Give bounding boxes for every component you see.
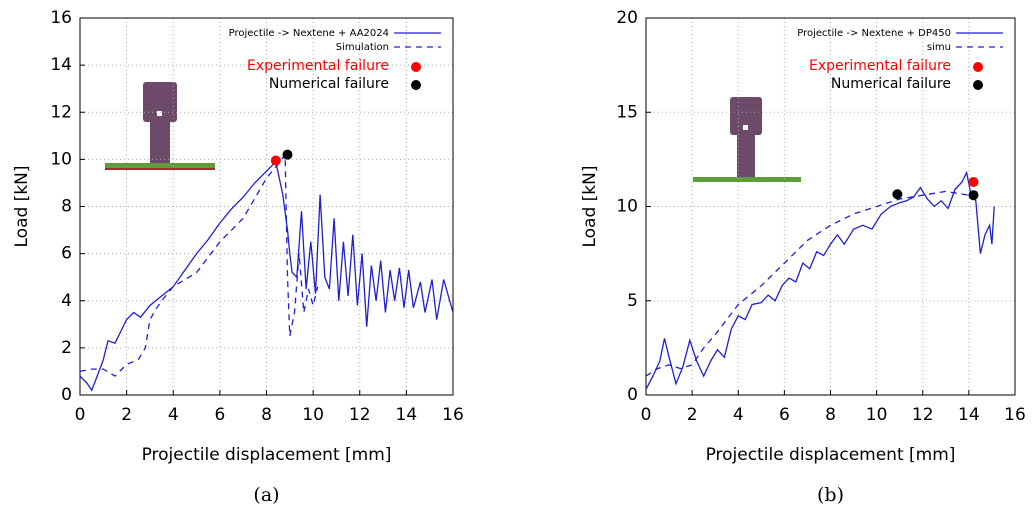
legend-marker bbox=[411, 80, 421, 90]
failure-point bbox=[282, 149, 293, 160]
y-tick-label: 8 bbox=[61, 197, 72, 217]
legend-label: Simulation bbox=[336, 42, 389, 53]
inset-b bbox=[693, 97, 801, 182]
legend-marker bbox=[973, 62, 983, 72]
x-tick-label: 14 bbox=[396, 405, 418, 425]
inset-a bbox=[105, 82, 215, 170]
legend-label: simu bbox=[927, 42, 951, 53]
y-tick-label: 12 bbox=[50, 102, 72, 122]
legend-label: Experimental failure bbox=[809, 58, 951, 74]
y-tick-label: 10 bbox=[616, 197, 638, 217]
data-line bbox=[79, 160, 454, 392]
x-tick-label: 4 bbox=[733, 405, 744, 425]
y-axis-label: Load [kN] bbox=[580, 165, 600, 247]
x-tick-label: 8 bbox=[261, 405, 272, 425]
y-tick-label: 6 bbox=[61, 244, 72, 264]
x-tick-label: 16 bbox=[1004, 405, 1026, 425]
legend-label: Numerical failure bbox=[831, 76, 951, 92]
x-tick-label: 6 bbox=[214, 405, 225, 425]
data-line bbox=[645, 170, 995, 390]
legend-label: Experimental failure bbox=[247, 58, 389, 74]
x-tick-label: 8 bbox=[825, 405, 836, 425]
y-tick-label: 16 bbox=[50, 8, 72, 28]
x-tick-label: 14 bbox=[958, 405, 980, 425]
y-tick-label: 20 bbox=[616, 8, 638, 28]
x-axis-label: Projectile displacement [mm] bbox=[706, 445, 956, 465]
y-tick-label: 5 bbox=[627, 291, 638, 311]
x-tick-label: 6 bbox=[779, 405, 790, 425]
x-tick-label: 0 bbox=[641, 405, 652, 425]
legend-marker bbox=[973, 80, 983, 90]
failure-point bbox=[892, 189, 903, 200]
legend-marker bbox=[411, 62, 421, 72]
x-tick-label: 12 bbox=[349, 405, 371, 425]
data-line bbox=[645, 190, 981, 377]
failure-point bbox=[968, 190, 979, 201]
x-tick-label: 10 bbox=[866, 405, 888, 425]
x-tick-label: 2 bbox=[687, 405, 698, 425]
y-tick-label: 10 bbox=[50, 149, 72, 169]
caption: (a) bbox=[253, 484, 279, 506]
legend-label: Projectile -> Nextene + AA2024 bbox=[229, 28, 389, 39]
failure-point bbox=[968, 176, 979, 187]
x-tick-label: 0 bbox=[75, 405, 86, 425]
legend-label: Projectile -> Nextene + DP450 bbox=[797, 28, 951, 39]
y-tick-label: 4 bbox=[61, 291, 72, 311]
y-tick-label: 0 bbox=[627, 385, 638, 405]
y-tick-label: 0 bbox=[61, 385, 72, 405]
caption: (b) bbox=[817, 484, 844, 506]
y-tick-label: 14 bbox=[50, 55, 72, 75]
x-tick-label: 10 bbox=[302, 405, 324, 425]
y-axis-label: Load [kN] bbox=[12, 165, 32, 247]
x-tick-label: 12 bbox=[912, 405, 934, 425]
x-tick-label: 4 bbox=[168, 405, 179, 425]
failure-point bbox=[270, 155, 281, 166]
x-axis-label: Projectile displacement [mm] bbox=[142, 445, 392, 465]
y-tick-label: 15 bbox=[616, 102, 638, 122]
legend-label: Numerical failure bbox=[269, 76, 389, 92]
data-line bbox=[79, 152, 319, 377]
y-tick-label: 2 bbox=[61, 338, 72, 358]
x-tick-label: 16 bbox=[442, 405, 464, 425]
x-tick-label: 2 bbox=[121, 405, 132, 425]
